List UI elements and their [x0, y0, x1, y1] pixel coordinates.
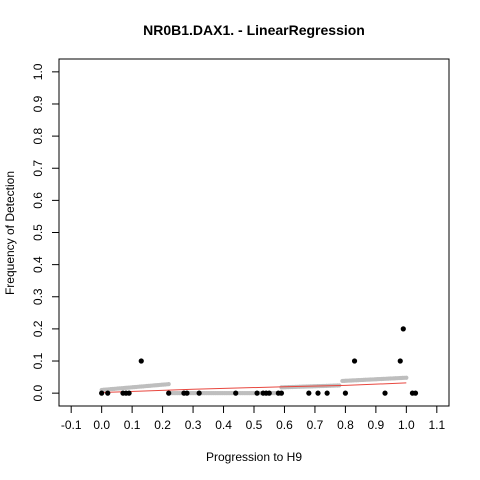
y-tick-label: 0.8 [31, 127, 45, 144]
data-point [196, 390, 202, 396]
data-point [382, 390, 388, 396]
y-tick-label: 0.1 [31, 352, 45, 369]
y-tick-label: 0.5 [31, 224, 45, 241]
x-tick-label: 0.8 [337, 418, 354, 432]
y-tick-label: 0.0 [31, 384, 45, 401]
y-tick-label: 0.2 [31, 320, 45, 337]
fitted-point [404, 375, 409, 380]
y-tick-label: 0.7 [31, 160, 45, 177]
x-tick-label: 0.7 [307, 418, 324, 432]
data-point [278, 390, 285, 396]
observed-points [99, 326, 419, 396]
chart-title: NR0B1.DAX1. - LinearRegression [143, 22, 365, 38]
x-axis: -0.1 0.0 0.1 0.2 0.3 0.4 0.5 0.6 0.7 0.8 0.9 1.0 1.1 [61, 405, 445, 432]
x-tick-label: 0.3 [185, 418, 202, 432]
data-point [351, 358, 358, 364]
y-axis: 0.0 0.1 0.2 0.3 0.4 0.5 0.6 0.7 0.8 0.9 1.0 [31, 63, 60, 401]
x-tick-label: 0.2 [154, 418, 171, 432]
fitted-band [99, 375, 409, 396]
data-point [126, 390, 132, 396]
data-point [184, 390, 190, 396]
y-tick-label: 0.6 [31, 192, 45, 209]
x-tick-label: 1.1 [428, 418, 445, 432]
y-axis-label: Frequency of Detection [3, 171, 17, 295]
x-tick-label: 1.0 [398, 418, 415, 432]
y-tick-label: 1.0 [31, 63, 45, 80]
x-tick-label: -0.1 [61, 418, 82, 432]
y-tick-label: 0.9 [31, 95, 45, 112]
x-tick-label: 0.6 [276, 418, 293, 432]
data-point [315, 390, 321, 396]
data-point [324, 390, 330, 396]
trend-line-path [101, 382, 407, 393]
data-point [266, 390, 272, 396]
data-point [138, 358, 144, 364]
data-point [166, 390, 172, 396]
x-tick-label: 0.5 [246, 418, 263, 432]
x-axis-label: Progression to H9 [206, 450, 302, 464]
data-point [400, 326, 406, 332]
data-point [397, 358, 403, 364]
x-tick-label: 0.9 [368, 418, 385, 432]
trend-line [101, 382, 407, 393]
y-tick-label: 0.3 [31, 288, 45, 305]
x-tick-label: 0.4 [215, 418, 232, 432]
data-point [254, 390, 260, 396]
data-point [342, 390, 349, 396]
x-tick-label: 0.0 [93, 418, 110, 432]
data-point [105, 390, 111, 396]
y-tick-label: 0.4 [31, 256, 45, 273]
data-point [99, 390, 105, 396]
data-point [306, 390, 312, 396]
x-tick-label: 0.1 [124, 418, 141, 432]
data-point [233, 390, 239, 396]
fitted-point [166, 382, 171, 387]
data-point [412, 390, 419, 396]
plot-area [58, 58, 450, 407]
